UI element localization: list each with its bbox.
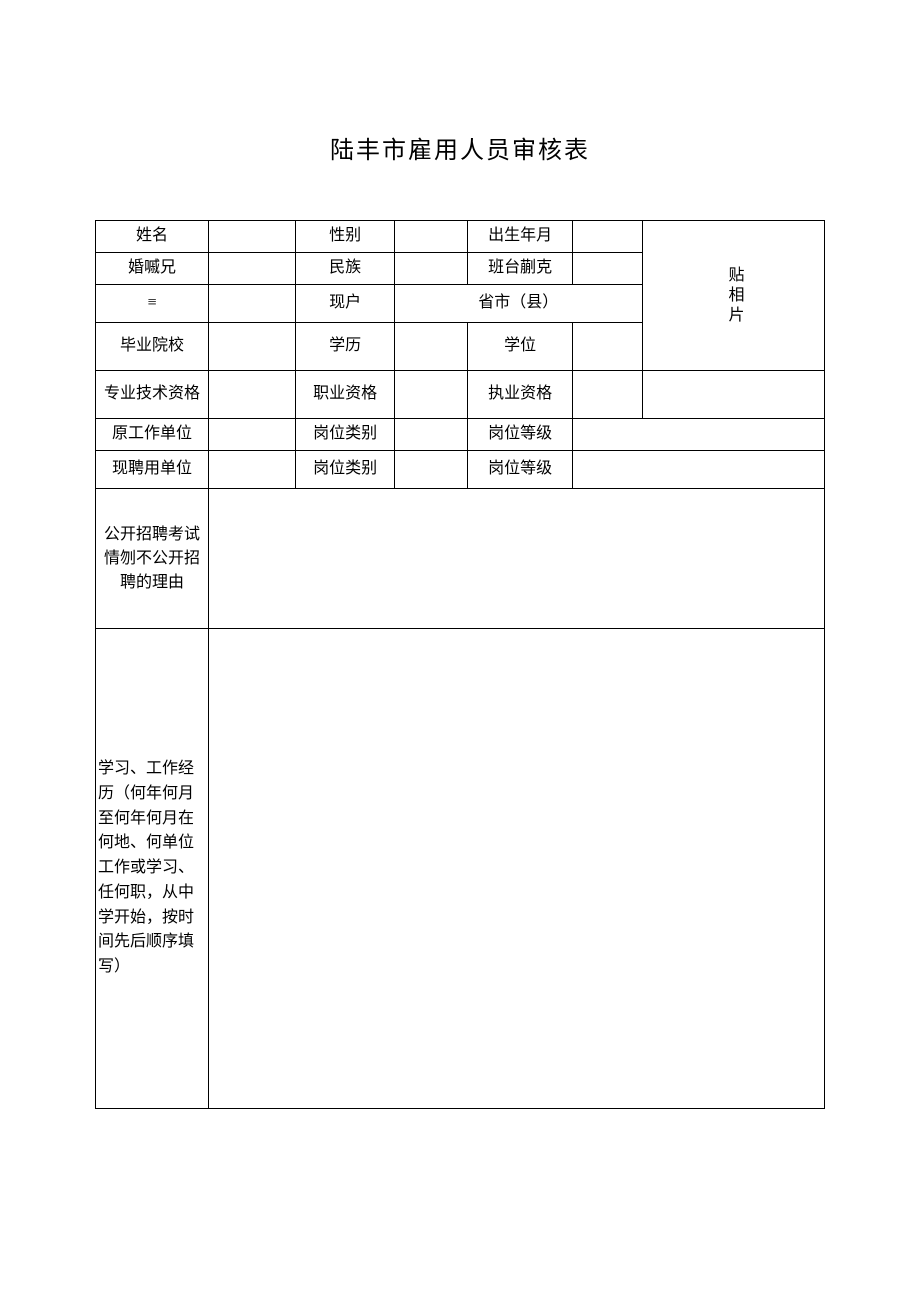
value-native (208, 285, 295, 323)
label-degree: 学位 (467, 323, 573, 371)
label-post-level2: 岗位等级 (467, 451, 573, 489)
photo-placeholder: 贴相片 (642, 221, 824, 371)
value-vocation (394, 371, 467, 419)
label-curr-unit: 现聘用单位 (96, 451, 209, 489)
label-province: 省市（县） (394, 285, 642, 323)
value-exam-reason (208, 489, 824, 629)
label-history: 学习、工作经历（何年何月至何年何月在何地、何单位工作或学习、任何职，从中学开始，… (96, 629, 209, 1109)
value-curr-unit (208, 451, 295, 489)
value-gender (394, 221, 467, 253)
value-post-type2 (394, 451, 467, 489)
value-practice-extra (642, 371, 824, 419)
label-school: 毕业院校 (96, 323, 209, 371)
value-practice (573, 371, 642, 419)
value-post-level2 (573, 451, 825, 489)
label-prev-unit: 原工作单位 (96, 419, 209, 451)
value-prof-title (208, 371, 295, 419)
value-post-type1 (394, 419, 467, 451)
value-birth (573, 221, 642, 253)
label-name: 姓名 (96, 221, 209, 253)
label-class: 班台蒯克 (467, 253, 573, 285)
value-marital (208, 253, 295, 285)
label-education: 学历 (296, 323, 394, 371)
label-current-res: 现户 (296, 285, 394, 323)
label-native: ≡ (96, 285, 209, 323)
label-ethnicity: 民族 (296, 253, 394, 285)
value-history (208, 629, 824, 1109)
value-class (573, 253, 642, 285)
label-post-level1: 岗位等级 (467, 419, 573, 451)
value-prev-unit (208, 419, 295, 451)
label-marital: 婚嘁兄 (96, 253, 209, 285)
label-post-type1: 岗位类别 (296, 419, 394, 451)
label-practice: 执业资格 (467, 371, 573, 419)
form-title: 陆丰市雇用人员审核表 (95, 130, 825, 165)
review-form-table: 姓名 性别 出生年月 贴相片 婚嘁兄 民族 班台蒯克 ≡ 现户 省市（县） 毕业… (95, 220, 825, 1109)
label-gender: 性别 (296, 221, 394, 253)
label-prof-title: 专业技术资格 (96, 371, 209, 419)
label-birth: 出生年月 (467, 221, 573, 253)
value-degree (573, 323, 642, 371)
label-vocation: 职业资格 (296, 371, 394, 419)
value-school (208, 323, 295, 371)
value-name (208, 221, 295, 253)
label-post-type2: 岗位类别 (296, 451, 394, 489)
value-education (394, 323, 467, 371)
value-ethnicity (394, 253, 467, 285)
label-exam-reason: 公开招聘考试情刎不公开招聘的理由 (96, 489, 209, 629)
value-post-level1 (573, 419, 825, 451)
